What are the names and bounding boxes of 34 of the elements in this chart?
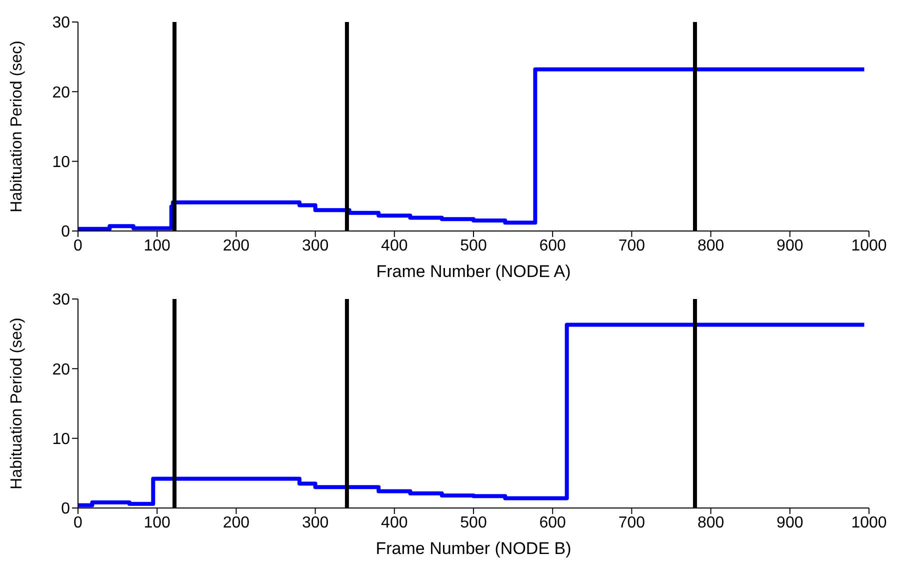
y-tick-label: 20: [52, 84, 70, 102]
x-tick-label: 600: [539, 514, 566, 532]
x-tick-label: 900: [776, 237, 804, 254]
y-tick-label: 30: [52, 14, 70, 32]
x-tick-label: 500: [460, 237, 487, 254]
x-tick-label: 500: [460, 514, 487, 532]
x-axis-title: Frame Number (NODE B): [376, 539, 572, 558]
x-tick-label: 100: [144, 237, 171, 254]
x-tick-label: 400: [381, 237, 408, 254]
x-tick-label: 200: [222, 514, 250, 532]
x-tick-label: 800: [697, 237, 724, 254]
x-tick-label: 200: [222, 237, 250, 254]
x-tick-label: 1000: [851, 237, 887, 254]
x-tick-label: 600: [539, 237, 566, 254]
y-tick-label: 30: [52, 292, 70, 309]
x-tick-label: 0: [74, 514, 83, 532]
x-tick-label: 400: [381, 514, 408, 532]
y-tick-label: 10: [52, 431, 70, 448]
x-tick-label: 800: [697, 514, 724, 532]
x-tick-label: 900: [776, 514, 804, 532]
y-tick-label: 0: [61, 224, 70, 241]
x-tick-label: 0: [74, 237, 83, 254]
x-tick-label: 100: [144, 514, 171, 532]
y-tick-label: 10: [52, 154, 70, 172]
x-tick-label: 300: [302, 237, 329, 254]
y-axis-title: Habituation Period (sec): [8, 318, 26, 490]
x-tick-label: 1000: [851, 514, 887, 532]
x-axis-title: Frame Number (NODE A): [376, 262, 571, 281]
x-tick-label: 700: [618, 514, 646, 532]
x-tick-label: 300: [302, 514, 329, 532]
x-tick-label: 700: [618, 237, 646, 254]
y-axis-title: Habituation Period (sec): [8, 40, 26, 212]
y-tick-label: 0: [61, 500, 70, 518]
y-tick-label: 20: [52, 361, 70, 378]
